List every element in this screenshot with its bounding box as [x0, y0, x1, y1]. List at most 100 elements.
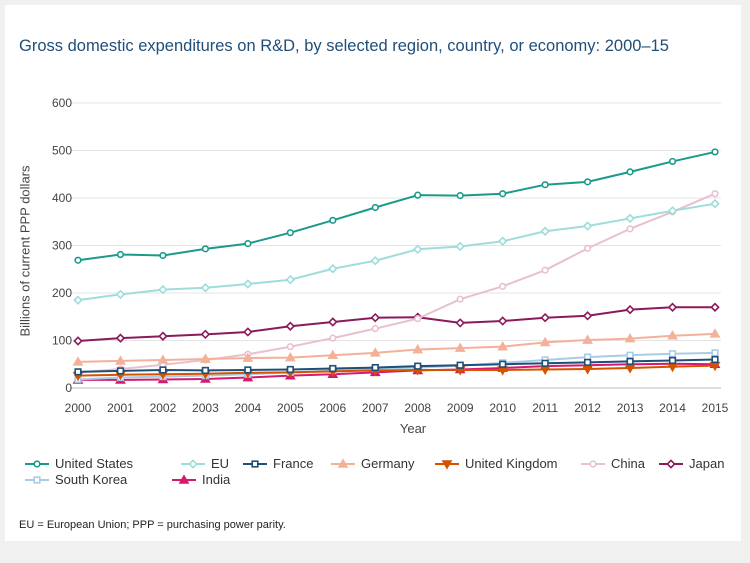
- x-tick-label-2006: 2006: [319, 401, 346, 415]
- data-point-france-2015: [711, 355, 719, 364]
- legend-item-eu: EU: [179, 456, 229, 471]
- data-point-eu-2014: [667, 206, 678, 216]
- data-point-japan-2007: [370, 312, 380, 323]
- x-tick-label-2010: 2010: [489, 401, 516, 415]
- data-point-united-states-2006: [329, 216, 337, 224]
- series-line-france: [77, 358, 716, 373]
- legend-item-united-kingdom: United Kingdom: [433, 456, 558, 471]
- data-point-japan-2015: [710, 302, 720, 312]
- data-point-eu-2010: [497, 236, 508, 246]
- legend-item-japan: Japan: [657, 456, 724, 471]
- data-point-eu-2003: [200, 283, 211, 293]
- legend-label-japan: Japan: [689, 456, 725, 471]
- data-point-germany-2006: [327, 349, 339, 360]
- data-point-france-2009: [456, 361, 464, 369]
- x-tick-label-2014: 2014: [659, 401, 686, 415]
- series-france: [74, 355, 719, 376]
- data-point-eu-2012: [582, 221, 593, 231]
- data-point-eu-2004: [243, 279, 253, 289]
- data-point-germany-2003: [200, 353, 211, 363]
- data-point-eu-2008: [413, 244, 423, 255]
- legend-marker-united-kingdom: [441, 459, 453, 470]
- data-point-united-states-2003: [201, 245, 209, 253]
- data-point-germany-2005: [284, 351, 296, 362]
- chart-title: Gross domestic expenditures on R&D, by s…: [19, 37, 669, 55]
- x-tick-label-2005: 2005: [277, 401, 304, 415]
- legend-marker-japan: [666, 458, 676, 469]
- data-point-france-2005: [286, 365, 294, 374]
- data-point-japan-2005: [285, 321, 296, 331]
- data-point-united-states-2014: [668, 157, 677, 166]
- x-tick-label-2004: 2004: [235, 401, 262, 415]
- data-point-france-2003: [201, 366, 210, 375]
- series-germany: [72, 328, 721, 366]
- legend-row-2: South Korea India: [23, 472, 743, 488]
- data-point-japan-2009: [455, 318, 465, 328]
- y-tick-label-0: 0: [65, 381, 72, 395]
- data-point-germany-2011: [539, 336, 551, 347]
- data-point-germany-2012: [582, 334, 593, 344]
- data-point-eu-2007: [370, 255, 380, 266]
- data-point-united-states-2011: [541, 181, 549, 189]
- data-point-united-states-2007: [371, 203, 379, 212]
- x-tick-label-2015: 2015: [702, 401, 729, 415]
- data-point-germany-2010: [497, 341, 509, 351]
- data-point-south-korea-2014: [668, 350, 677, 358]
- x-axis-label: Year: [399, 421, 427, 436]
- data-point-united-states-2002: [159, 251, 167, 260]
- chart-legend: United States EU France Germany United Kingd…: [23, 456, 743, 488]
- y-tick-label-500: 500: [52, 144, 72, 158]
- legend-item-south-korea: South Korea: [23, 472, 127, 487]
- series-line-south-korea: [77, 351, 716, 381]
- series-line-united-kingdom: [77, 364, 716, 377]
- data-point-france-2014: [668, 356, 677, 365]
- data-point-japan-2003: [200, 329, 211, 340]
- legend-swatch-united-kingdom: [435, 459, 459, 470]
- data-point-germany-2004: [242, 352, 254, 362]
- data-point-germany-2002: [157, 354, 169, 364]
- legend-marker-eu: [188, 458, 198, 469]
- legend-label-eu: EU: [211, 456, 230, 471]
- data-point-eu-2006: [328, 264, 338, 274]
- chart-card: Gross domestic expenditures on R&D, by s…: [5, 5, 741, 541]
- data-point-eu-2005: [285, 274, 296, 285]
- series-eu: [73, 198, 720, 305]
- data-point-france-2004: [244, 366, 252, 374]
- data-point-eu-2009: [455, 241, 465, 252]
- data-point-united-kingdom-2014: [667, 362, 678, 373]
- x-tick-label-2012: 2012: [574, 401, 601, 415]
- legend-label-china: China: [611, 456, 645, 471]
- series-china: [74, 190, 719, 376]
- legend-swatch-germany: [331, 457, 355, 468]
- data-point-eu-2011: [540, 226, 550, 236]
- legend-label-france: France: [273, 456, 314, 471]
- data-point-germany-2015: [709, 328, 721, 338]
- data-point-france-2006: [329, 364, 337, 373]
- data-point-united-states-2012: [583, 178, 592, 186]
- data-point-france-2001: [116, 367, 125, 375]
- data-point-eu-2015: [710, 198, 720, 209]
- data-point-japan-2013: [625, 304, 635, 315]
- data-point-china-2007: [371, 325, 379, 333]
- data-point-united-states-2013: [626, 168, 634, 176]
- data-point-china-2010: [499, 282, 507, 290]
- x-tick-label-2002: 2002: [150, 401, 177, 415]
- data-point-japan-2004: [243, 327, 253, 337]
- y-tick-label-100: 100: [52, 334, 72, 348]
- data-point-japan-2012: [582, 311, 593, 321]
- legend-item-india: India: [170, 472, 230, 487]
- legend-item-germany: Germany: [329, 456, 414, 471]
- x-tick-label-2000: 2000: [65, 401, 92, 415]
- legend-marker-france: [251, 459, 259, 468]
- legend-label-united-kingdom: United Kingdom: [465, 456, 558, 471]
- data-point-united-kingdom-2013: [624, 364, 636, 374]
- x-tick-label-2003: 2003: [192, 401, 219, 415]
- data-point-japan-2006: [328, 317, 338, 327]
- legend-swatch-japan: [659, 458, 683, 469]
- x-tick-label-2011: 2011: [532, 401, 558, 415]
- data-point-france-2002: [159, 366, 167, 374]
- data-point-eu-2013: [625, 213, 635, 224]
- legend-row-1: United States EU France Germany United Kingd…: [23, 456, 743, 472]
- data-point-south-korea-2015: [711, 349, 719, 357]
- data-point-japan-2011: [540, 312, 550, 323]
